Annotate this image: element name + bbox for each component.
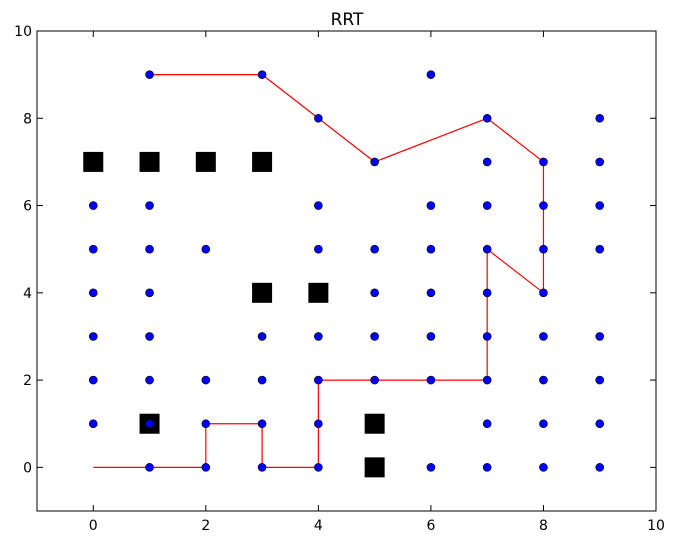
obstacle-square	[139, 151, 160, 172]
obstacle-square	[195, 151, 216, 172]
obstacle-square	[364, 457, 385, 478]
x-tick-label: 0	[89, 518, 98, 534]
node-point	[88, 375, 98, 385]
node-point	[201, 419, 211, 429]
node-point	[595, 375, 605, 385]
x-tick-label: 6	[426, 518, 435, 534]
chart-title: RRT	[331, 10, 364, 30]
node-point	[426, 463, 436, 472]
node-point	[314, 375, 323, 385]
node-point	[314, 332, 323, 341]
node-point	[145, 419, 154, 429]
node-point	[370, 288, 379, 298]
node-point	[482, 419, 492, 429]
node-point	[595, 244, 605, 254]
node-point	[201, 463, 211, 472]
node-point	[426, 288, 436, 298]
node-point	[595, 157, 605, 167]
plot-frame	[36, 30, 657, 512]
y-tick-label: 8	[23, 111, 32, 127]
node-point	[201, 244, 211, 254]
node-point	[257, 463, 267, 472]
y-tick-label: 0	[23, 460, 32, 476]
x-tick-label: 8	[539, 518, 548, 534]
node-point	[482, 375, 492, 385]
node-point	[314, 201, 323, 210]
node-point	[539, 332, 548, 341]
node-point	[257, 419, 267, 429]
path-layer	[93, 74, 545, 468]
node-point	[88, 332, 98, 341]
node-point	[482, 201, 492, 210]
node-point	[539, 288, 548, 298]
y-tick-label: 2	[23, 373, 32, 389]
node-point	[257, 70, 267, 79]
node-point	[314, 419, 323, 429]
node-point	[539, 244, 548, 254]
node-point	[88, 244, 98, 254]
node-point	[539, 201, 548, 210]
node-point	[539, 375, 548, 385]
node-point	[145, 70, 154, 79]
node-point	[370, 157, 379, 167]
node-point	[145, 332, 154, 341]
node-point	[145, 244, 154, 254]
node-point	[257, 332, 267, 341]
obstacle-square	[252, 282, 273, 303]
node-point	[539, 157, 548, 167]
node-point	[539, 419, 548, 429]
node-point	[257, 375, 267, 385]
node-point	[370, 332, 379, 341]
node-point	[88, 201, 98, 210]
nodes-layer	[88, 70, 605, 472]
node-point	[426, 332, 436, 341]
node-point	[145, 288, 154, 298]
x-tick-label: 4	[314, 518, 323, 534]
node-point	[314, 463, 323, 472]
y-tick-label: 6	[23, 199, 32, 215]
node-point	[145, 201, 154, 210]
node-point	[482, 157, 492, 167]
node-point	[595, 113, 605, 123]
node-point	[145, 463, 154, 472]
rrt-path-line	[93, 74, 545, 468]
node-point	[595, 419, 605, 429]
obstacle-square	[364, 413, 385, 434]
node-point	[88, 288, 98, 298]
node-point	[88, 419, 98, 429]
node-point	[595, 332, 605, 341]
x-tick-label: 10	[647, 518, 665, 534]
node-point	[426, 201, 436, 210]
node-point	[482, 332, 492, 341]
node-point	[314, 113, 323, 123]
y-tick-label: 4	[23, 286, 32, 302]
node-point	[482, 113, 492, 123]
ticks-layer: 0 2 4 6 8 10 0 2 4 6 8 10	[14, 24, 665, 534]
node-point	[482, 288, 492, 298]
obstacle-square	[252, 151, 273, 172]
node-point	[370, 375, 379, 385]
node-point	[314, 244, 323, 254]
node-point	[426, 70, 436, 79]
obstacle-square	[83, 151, 104, 172]
node-point	[426, 244, 436, 254]
node-point	[539, 463, 548, 472]
obstacles-layer	[83, 151, 385, 478]
node-point	[595, 463, 605, 472]
node-point	[426, 375, 436, 385]
node-point	[595, 201, 605, 210]
obstacle-square	[308, 282, 329, 303]
y-tick-label: 10	[14, 24, 32, 40]
node-point	[145, 375, 154, 385]
node-point	[201, 375, 211, 385]
node-point	[482, 463, 492, 472]
plot-area	[37, 31, 656, 511]
node-point	[482, 244, 492, 254]
x-tick-label: 2	[201, 518, 210, 534]
node-point	[370, 244, 379, 254]
